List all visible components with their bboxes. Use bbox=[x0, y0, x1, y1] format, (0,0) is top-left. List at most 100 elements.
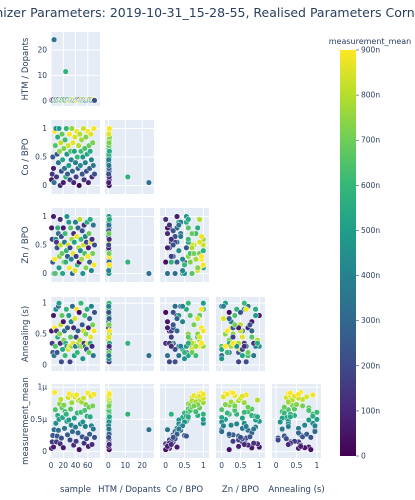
scatter-point bbox=[226, 315, 233, 322]
scatter-point bbox=[57, 216, 64, 223]
scatter-point bbox=[164, 270, 171, 277]
scatter-point bbox=[226, 446, 233, 453]
scatter-point bbox=[72, 219, 79, 226]
scatter-point bbox=[68, 125, 75, 132]
scatter-point bbox=[87, 216, 94, 223]
scatter-point bbox=[62, 259, 69, 266]
scatter-point bbox=[52, 343, 59, 350]
scatter-point bbox=[62, 352, 69, 359]
scatter-point bbox=[246, 321, 253, 328]
colorbar-tick-label: 500n bbox=[361, 226, 380, 235]
scatter-point bbox=[301, 422, 308, 429]
scatter-point bbox=[283, 435, 290, 442]
y-tick-label: 1 bbox=[42, 299, 47, 308]
scatter-point bbox=[194, 264, 201, 271]
scatter-point bbox=[85, 244, 92, 251]
scatter-point bbox=[105, 425, 112, 433]
panel-4-0 bbox=[48, 384, 100, 458]
scatter-point bbox=[55, 125, 63, 132]
panel-4-2 bbox=[160, 384, 209, 458]
scatter-point bbox=[54, 224, 61, 231]
scatter-point bbox=[309, 391, 316, 398]
scatter-point bbox=[55, 300, 63, 307]
scatter-point bbox=[173, 327, 181, 334]
scatter-point bbox=[74, 153, 81, 161]
scatter-point bbox=[248, 334, 255, 341]
scatter-point bbox=[73, 173, 80, 180]
scatter-point bbox=[105, 303, 112, 310]
scatter-point bbox=[192, 408, 199, 415]
scatter-point bbox=[250, 440, 257, 447]
scatter-point bbox=[66, 358, 74, 365]
scatter-point bbox=[67, 334, 74, 341]
scatter-point bbox=[77, 162, 84, 169]
scatter-point bbox=[76, 182, 83, 189]
y-axis-title: Co / BPO bbox=[21, 138, 31, 175]
scatter-point bbox=[76, 216, 83, 223]
x-tick-label: 0 bbox=[49, 461, 54, 470]
scatter-point bbox=[60, 444, 67, 451]
scatter-point bbox=[229, 389, 237, 397]
scatter-point bbox=[185, 413, 192, 420]
panel-4-1 bbox=[105, 384, 154, 458]
scatter-point bbox=[168, 343, 175, 350]
x-axis-title: Zn / BPO bbox=[222, 485, 259, 495]
scatter-point bbox=[145, 352, 152, 359]
scatter-point bbox=[303, 431, 310, 438]
scatter-point bbox=[87, 131, 94, 138]
scatter-point bbox=[69, 168, 76, 175]
scatter-point bbox=[68, 256, 75, 263]
colorbar-title: measurement_mean bbox=[329, 37, 412, 46]
scatter-point bbox=[168, 441, 175, 448]
scatter-point bbox=[177, 343, 184, 350]
y-axis-title: HTM / Dopants bbox=[21, 37, 31, 100]
scatter-point bbox=[170, 321, 177, 328]
scatter-point bbox=[248, 327, 255, 334]
scatter-point bbox=[220, 303, 227, 310]
scatter-point bbox=[85, 230, 93, 237]
scatter-point bbox=[173, 213, 181, 220]
panel-3-2 bbox=[160, 297, 209, 371]
scatter-point bbox=[50, 213, 57, 220]
scatter-point bbox=[190, 321, 197, 328]
scatter-point bbox=[78, 136, 85, 143]
scatter-point bbox=[285, 398, 292, 406]
x-tick-label: 0 bbox=[106, 461, 111, 470]
scatter-point bbox=[60, 145, 67, 152]
scatter-point bbox=[106, 125, 113, 132]
colorbar-tick-label: 900n bbox=[361, 46, 380, 55]
scatter-point bbox=[173, 444, 181, 451]
scatter-point bbox=[54, 134, 61, 141]
scatter-point bbox=[254, 340, 261, 347]
scatter-point bbox=[105, 309, 112, 316]
x-axis-title: Annealing (s) bbox=[268, 485, 324, 495]
scatter-point bbox=[194, 224, 201, 231]
scatter-point bbox=[55, 264, 63, 271]
scatter-point bbox=[200, 300, 207, 307]
scatter-point bbox=[82, 330, 89, 338]
scatter-point bbox=[74, 429, 82, 436]
colorbar-gradient bbox=[340, 50, 356, 456]
scatter-point bbox=[62, 136, 69, 143]
scatter-point bbox=[196, 216, 203, 223]
scatter-point bbox=[105, 131, 112, 138]
scatter-point bbox=[71, 239, 78, 246]
y-tick-label: 1 bbox=[42, 124, 47, 133]
scatter-point bbox=[231, 402, 238, 409]
scatter-point bbox=[173, 259, 181, 266]
scatter-point bbox=[106, 391, 113, 398]
y-tick-label: 0 bbox=[42, 96, 47, 105]
scatter-point bbox=[105, 171, 112, 178]
scatter-point bbox=[281, 409, 288, 417]
y-tick-label: 0 bbox=[42, 269, 47, 278]
scatter-point bbox=[50, 165, 57, 172]
scatter-point bbox=[65, 416, 72, 424]
colorbar-tick-label: 400n bbox=[361, 271, 380, 280]
scatter-point bbox=[196, 334, 203, 341]
scatter-point bbox=[52, 142, 59, 149]
scatter-point bbox=[190, 402, 197, 409]
scatter-point bbox=[164, 230, 171, 237]
